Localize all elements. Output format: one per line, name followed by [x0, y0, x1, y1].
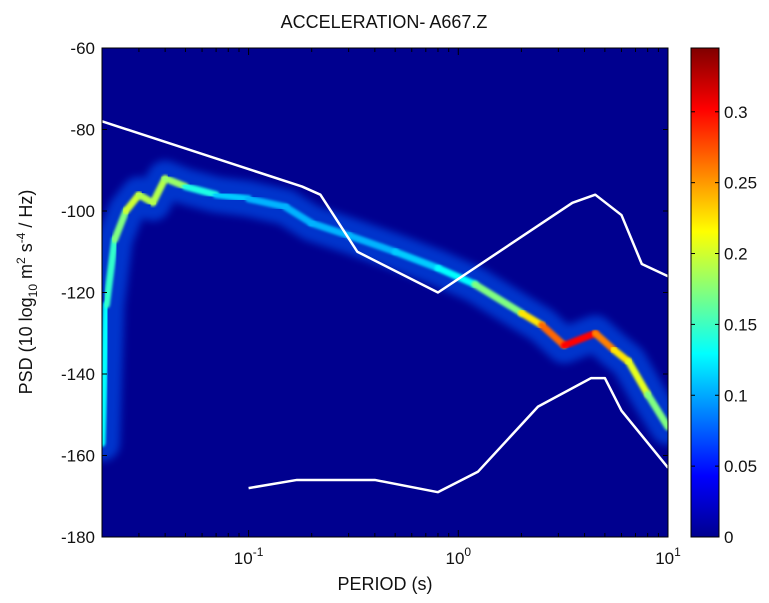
x-tick-label: 100 [445, 545, 471, 568]
x-tick-label: 10-1 [234, 545, 264, 568]
ridge-segment [538, 321, 568, 349]
nhnm-curve [102, 120, 668, 294]
ridge-segment [625, 358, 652, 398]
ridge-segment [517, 309, 546, 329]
ridge-segment [434, 264, 479, 288]
ridge-segment [308, 219, 353, 239]
colorbar-tick-label: 0.05 [724, 457, 757, 476]
y-tick-label: -160 [61, 447, 95, 466]
ridge-segment [471, 280, 525, 317]
ridge-segment [161, 174, 189, 191]
colorbar-tick-label: 0.2 [724, 245, 748, 264]
ridge-segment [591, 329, 618, 354]
plot-area [102, 48, 668, 537]
colorbar-tick-label: 0 [724, 528, 733, 547]
y-tick-label: -140 [61, 365, 95, 384]
psd-heatmap-ridge [102, 160, 668, 462]
nlnm-curve [248, 376, 668, 494]
y-tick-label: -100 [61, 202, 95, 221]
ridge-segment [245, 195, 290, 211]
colorbar [690, 47, 720, 538]
ridge-segment [644, 390, 668, 431]
colorbar-tick-label: 0.15 [724, 315, 757, 334]
ridge-segment [149, 174, 169, 207]
colorbar-tick-label: 0.1 [724, 386, 748, 405]
ridge-segment [391, 248, 442, 272]
y-tick-label: -180 [61, 528, 95, 547]
ridge-segment [181, 183, 220, 199]
ridge-segment [282, 203, 316, 227]
x-axis-label: PERIOD (s) [337, 574, 432, 594]
ridge-segment [560, 329, 599, 349]
y-axis-label: PSD (10 log10 m2 s-4 / Hz) [14, 190, 40, 395]
y-tick-label: -120 [61, 284, 95, 303]
colorbar-tick-label: 0.3 [724, 103, 748, 122]
ridge-segment [212, 191, 253, 203]
colorbar-tick-label: 0.25 [724, 174, 757, 193]
ridge-segment [102, 236, 119, 309]
ridge-segment [111, 207, 130, 244]
y-tick-label: -60 [70, 39, 95, 58]
y-tick-label: -80 [70, 121, 95, 140]
x-tick-label: 101 [655, 545, 681, 568]
ridge-segment [345, 231, 399, 256]
chart-title: ACCELERATION- A667.Z [281, 12, 488, 32]
